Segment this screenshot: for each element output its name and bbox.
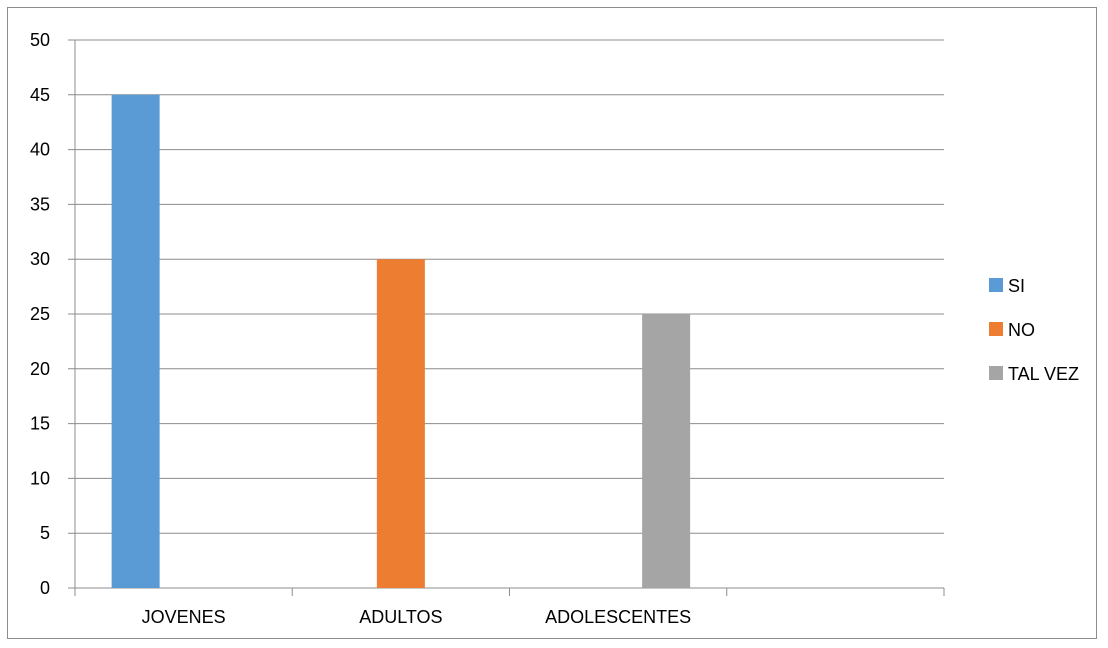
bar-no [376, 259, 425, 588]
y-tick-label: 0 [40, 578, 50, 598]
x-category-label: JOVENES [142, 607, 226, 627]
legend: SI NO TAL VEZ [989, 276, 1079, 384]
x-category-label: ADULTOS [359, 607, 442, 627]
y-tick-label: 45 [30, 85, 50, 105]
y-tick-label: 30 [30, 249, 50, 269]
y-tick-label: 5 [40, 523, 50, 543]
axes [68, 40, 945, 596]
bar-si [111, 94, 160, 589]
legend-swatch [989, 278, 1003, 292]
legend-swatch [989, 366, 1003, 380]
y-tick-label: 50 [30, 30, 50, 50]
x-category-label: ADOLESCENTES [545, 607, 691, 627]
legend-swatch [989, 322, 1003, 336]
gridlines [68, 39, 944, 534]
legend-label: NO [1008, 320, 1035, 340]
legend-label: TAL VEZ [1008, 364, 1079, 384]
y-tick-label: 25 [30, 304, 50, 324]
y-tick-label: 20 [30, 359, 50, 379]
x-category-labels: JOVENES ADULTOS ADOLESCENTES [142, 607, 692, 627]
bar-tal-vez [642, 314, 691, 588]
y-tick-label: 10 [30, 468, 50, 488]
y-tick-labels: 0 5 10 15 20 25 30 35 40 45 50 [30, 30, 50, 598]
bars [111, 94, 691, 589]
y-tick-label: 15 [30, 414, 50, 434]
legend-label: SI [1008, 276, 1025, 296]
y-tick-label: 35 [30, 194, 50, 214]
y-tick-label: 40 [30, 140, 50, 160]
